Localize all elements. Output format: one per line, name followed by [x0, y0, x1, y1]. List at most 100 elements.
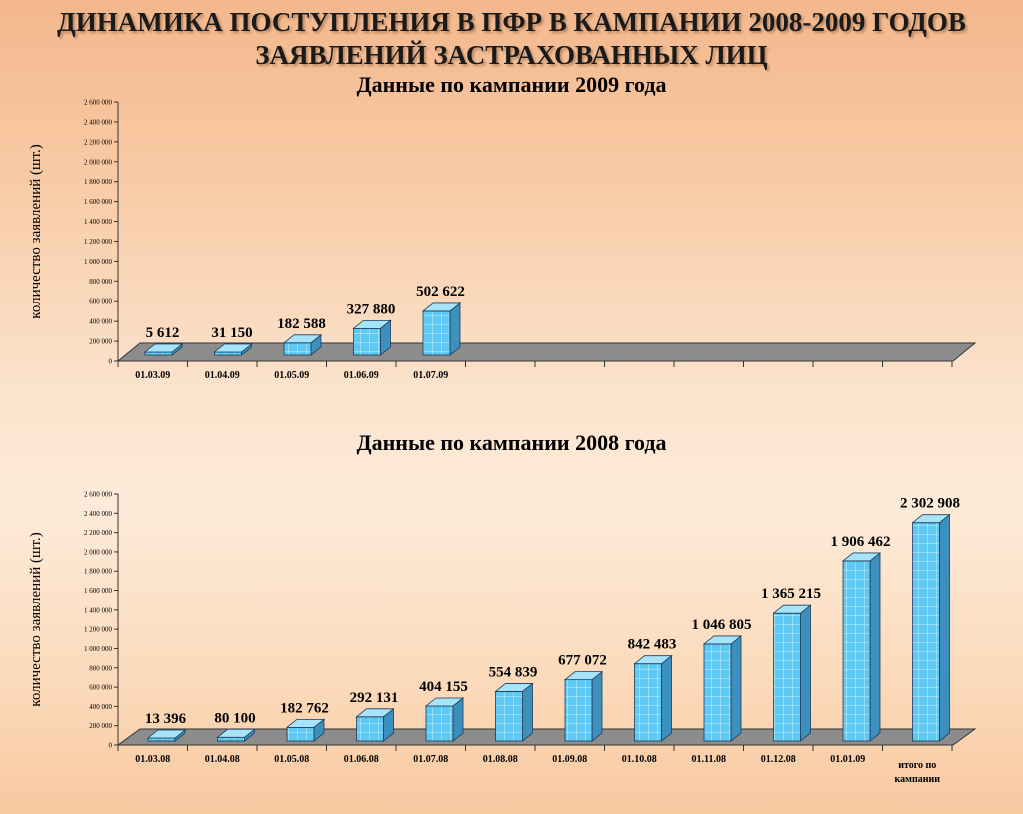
data-label: 182 762	[280, 700, 329, 716]
bar-side	[522, 682, 533, 742]
data-label: 5 612	[146, 325, 180, 341]
data-label: 404 155	[419, 679, 468, 695]
slide-title-line2: ЗАЯВЛЕНИЙ ЗАСТРАХОВАННЫХ ЛИЦ	[255, 40, 768, 70]
bar-front	[144, 351, 173, 356]
x-tick-label: 01.07.09	[413, 370, 448, 381]
bar-top	[352, 319, 392, 329]
data-label: 80 100	[214, 710, 255, 726]
bar	[352, 319, 392, 356]
chart-2009: 0 200 000 400 000 600 000 800 000 1 000 000 1 …	[28, 99, 977, 381]
bar-side	[449, 302, 461, 356]
bar-top	[424, 697, 465, 707]
bar-front	[283, 342, 312, 356]
y-tick-label: 1 000 000	[84, 645, 113, 653]
y-tick-label: 400 000	[89, 318, 112, 326]
bar-top	[772, 604, 812, 614]
x-tick-label: 01.11.08	[692, 754, 726, 765]
bar-top	[282, 334, 323, 344]
y-axis-label: количество заявлений (шт.)	[28, 532, 44, 706]
bar-side	[939, 513, 950, 742]
x-tick-label: 01.08.08	[483, 754, 518, 765]
data-label: 13 396	[145, 711, 187, 727]
y-tick-label: 600 000	[89, 298, 112, 306]
x-tick-label: 01.10.08	[622, 754, 657, 765]
bar	[424, 697, 465, 742]
data-label: 842 483	[628, 637, 677, 653]
bar-side	[869, 552, 881, 742]
bar-front	[214, 351, 242, 356]
y-tick-label: 2 600 000	[84, 99, 113, 107]
bar-front	[564, 679, 593, 742]
data-label: 1 365 215	[761, 586, 821, 602]
y-tick-label: 1 400 000	[84, 218, 113, 226]
x-tick-label: 01.03.09	[135, 370, 170, 381]
bar-top	[563, 671, 604, 681]
y-tick-label: 2 000 000	[84, 158, 113, 166]
bar-front	[422, 310, 451, 356]
bar	[772, 604, 812, 742]
bar-top	[421, 302, 462, 312]
bar-front	[495, 691, 523, 742]
bar-top	[146, 729, 187, 739]
bar-top	[355, 708, 395, 718]
y-tick-label: 1 000 000	[84, 258, 113, 266]
bar-top	[494, 683, 534, 692]
bar-top	[285, 718, 326, 728]
bar-front	[634, 663, 662, 742]
bar-top	[702, 635, 743, 645]
data-label: 182 588	[277, 316, 326, 332]
bar-front	[356, 716, 384, 742]
chart-2008: 0 200 000 400 000 600 000 800 000 1 000 000 1 …	[28, 491, 977, 785]
x-tick-label: 01.05.08	[274, 754, 309, 765]
bar	[841, 552, 882, 742]
bar	[355, 707, 395, 742]
bar-front	[703, 643, 732, 742]
bar-front	[217, 736, 245, 742]
y-tick-label: 1 200 000	[84, 626, 113, 634]
bar	[146, 729, 187, 742]
y-tick-label: 0	[109, 358, 113, 366]
data-label: 2 302 908	[900, 496, 960, 512]
bar	[633, 654, 673, 742]
chart-title-2009: Данные по кампании 2009 года	[356, 72, 667, 97]
bar-top	[633, 655, 673, 665]
bar	[282, 333, 323, 356]
y-tick-label: 2 400 000	[84, 118, 113, 126]
bar-top	[841, 552, 882, 562]
y-tick-label: 200 000	[89, 722, 112, 730]
x-tick-label: 01.01.09	[830, 754, 865, 765]
bar-side	[591, 670, 603, 742]
bar-side	[800, 604, 811, 742]
bar	[494, 682, 534, 742]
slide-title-line1: ДИНАМИКА ПОСТУПЛЕНИЯ В ПФР В КАМПАНИИ 20…	[57, 7, 966, 37]
y-tick-label: 1 800 000	[84, 178, 113, 186]
y-tick-label: 1 200 000	[84, 238, 113, 246]
bar-front	[425, 705, 454, 742]
data-label: 502 622	[416, 284, 465, 300]
bar	[702, 635, 743, 742]
x-tick-label: 01.04.08	[205, 754, 240, 765]
x-tick-label: итого по кампании	[895, 760, 941, 785]
y-tick-label: 2 400 000	[84, 510, 113, 518]
bar	[216, 728, 256, 742]
bar	[563, 670, 604, 742]
bar	[911, 513, 951, 742]
y-tick-label: 1 400 000	[84, 606, 113, 614]
y-tick-label: 1 600 000	[84, 587, 113, 595]
x-tick-label: 01.12.08	[761, 754, 796, 765]
bar-front	[912, 522, 940, 742]
x-tick-label: 01.03.08	[135, 754, 170, 765]
y-tick-label: 2 600 000	[84, 491, 113, 499]
data-label: 292 131	[350, 690, 399, 706]
y-tick-label: 200 000	[89, 338, 112, 346]
bar-side	[661, 654, 672, 742]
bar	[143, 343, 184, 356]
bar	[213, 343, 253, 356]
x-tick-label: 01.06.09	[344, 370, 379, 381]
x-tick-label: 01.06.08	[344, 754, 379, 765]
bar-front	[286, 726, 315, 742]
x-tick-label: 01.05.09	[274, 370, 309, 381]
y-tick-label: 800 000	[89, 664, 112, 672]
data-label: 31 150	[211, 325, 252, 341]
bar-front	[147, 737, 176, 742]
